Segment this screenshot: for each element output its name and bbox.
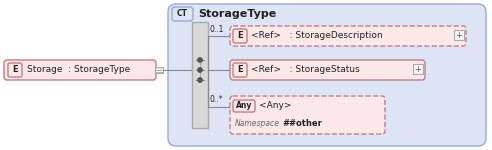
Text: <Any>: <Any> <box>259 102 291 111</box>
Bar <box>192 22 208 128</box>
Text: Any: Any <box>236 102 252 111</box>
FancyBboxPatch shape <box>4 60 156 80</box>
Text: +: + <box>415 64 422 74</box>
Text: ##other: ##other <box>282 118 322 127</box>
FancyBboxPatch shape <box>230 96 385 134</box>
Bar <box>454 30 464 40</box>
Circle shape <box>198 68 202 72</box>
Text: <Ref>   : StorageStatus: <Ref> : StorageStatus <box>251 66 360 75</box>
FancyBboxPatch shape <box>230 26 466 46</box>
Text: 0..*: 0..* <box>210 96 223 105</box>
FancyBboxPatch shape <box>168 4 486 146</box>
FancyBboxPatch shape <box>233 100 255 112</box>
Text: Namespace: Namespace <box>235 118 280 127</box>
Text: <Ref>   : StorageDescription: <Ref> : StorageDescription <box>251 32 383 40</box>
Text: Storage  : StorageType: Storage : StorageType <box>27 66 130 75</box>
Text: E: E <box>237 66 243 75</box>
Text: +: + <box>456 30 462 39</box>
FancyBboxPatch shape <box>230 60 425 80</box>
Circle shape <box>198 58 202 62</box>
Circle shape <box>198 78 202 82</box>
Text: E: E <box>12 66 18 75</box>
Text: CT: CT <box>177 9 188 18</box>
FancyBboxPatch shape <box>233 29 247 43</box>
Bar <box>413 64 423 74</box>
Text: StorageType: StorageType <box>198 9 276 19</box>
Text: 0..1: 0..1 <box>210 26 224 34</box>
Bar <box>155 67 163 73</box>
FancyBboxPatch shape <box>172 7 193 21</box>
Text: E: E <box>237 32 243 40</box>
FancyBboxPatch shape <box>233 63 247 77</box>
FancyBboxPatch shape <box>8 63 22 77</box>
